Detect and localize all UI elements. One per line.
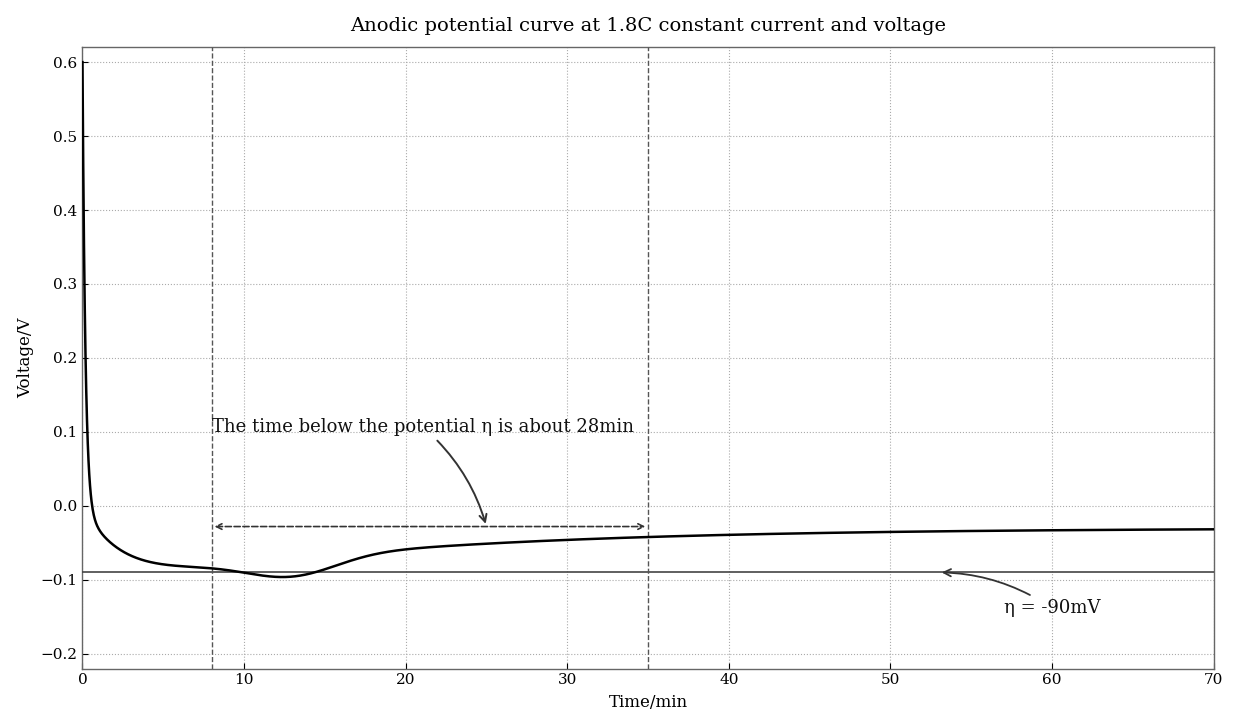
Y-axis label: Voltage/V: Voltage/V bbox=[16, 317, 33, 398]
Text: The time below the potential η is about 28min: The time below the potential η is about … bbox=[212, 418, 634, 522]
Title: Anodic potential curve at 1.8C constant current and voltage: Anodic potential curve at 1.8C constant … bbox=[350, 17, 946, 35]
X-axis label: Time/min: Time/min bbox=[609, 695, 688, 711]
Text: η = -90mV: η = -90mV bbox=[944, 569, 1100, 617]
